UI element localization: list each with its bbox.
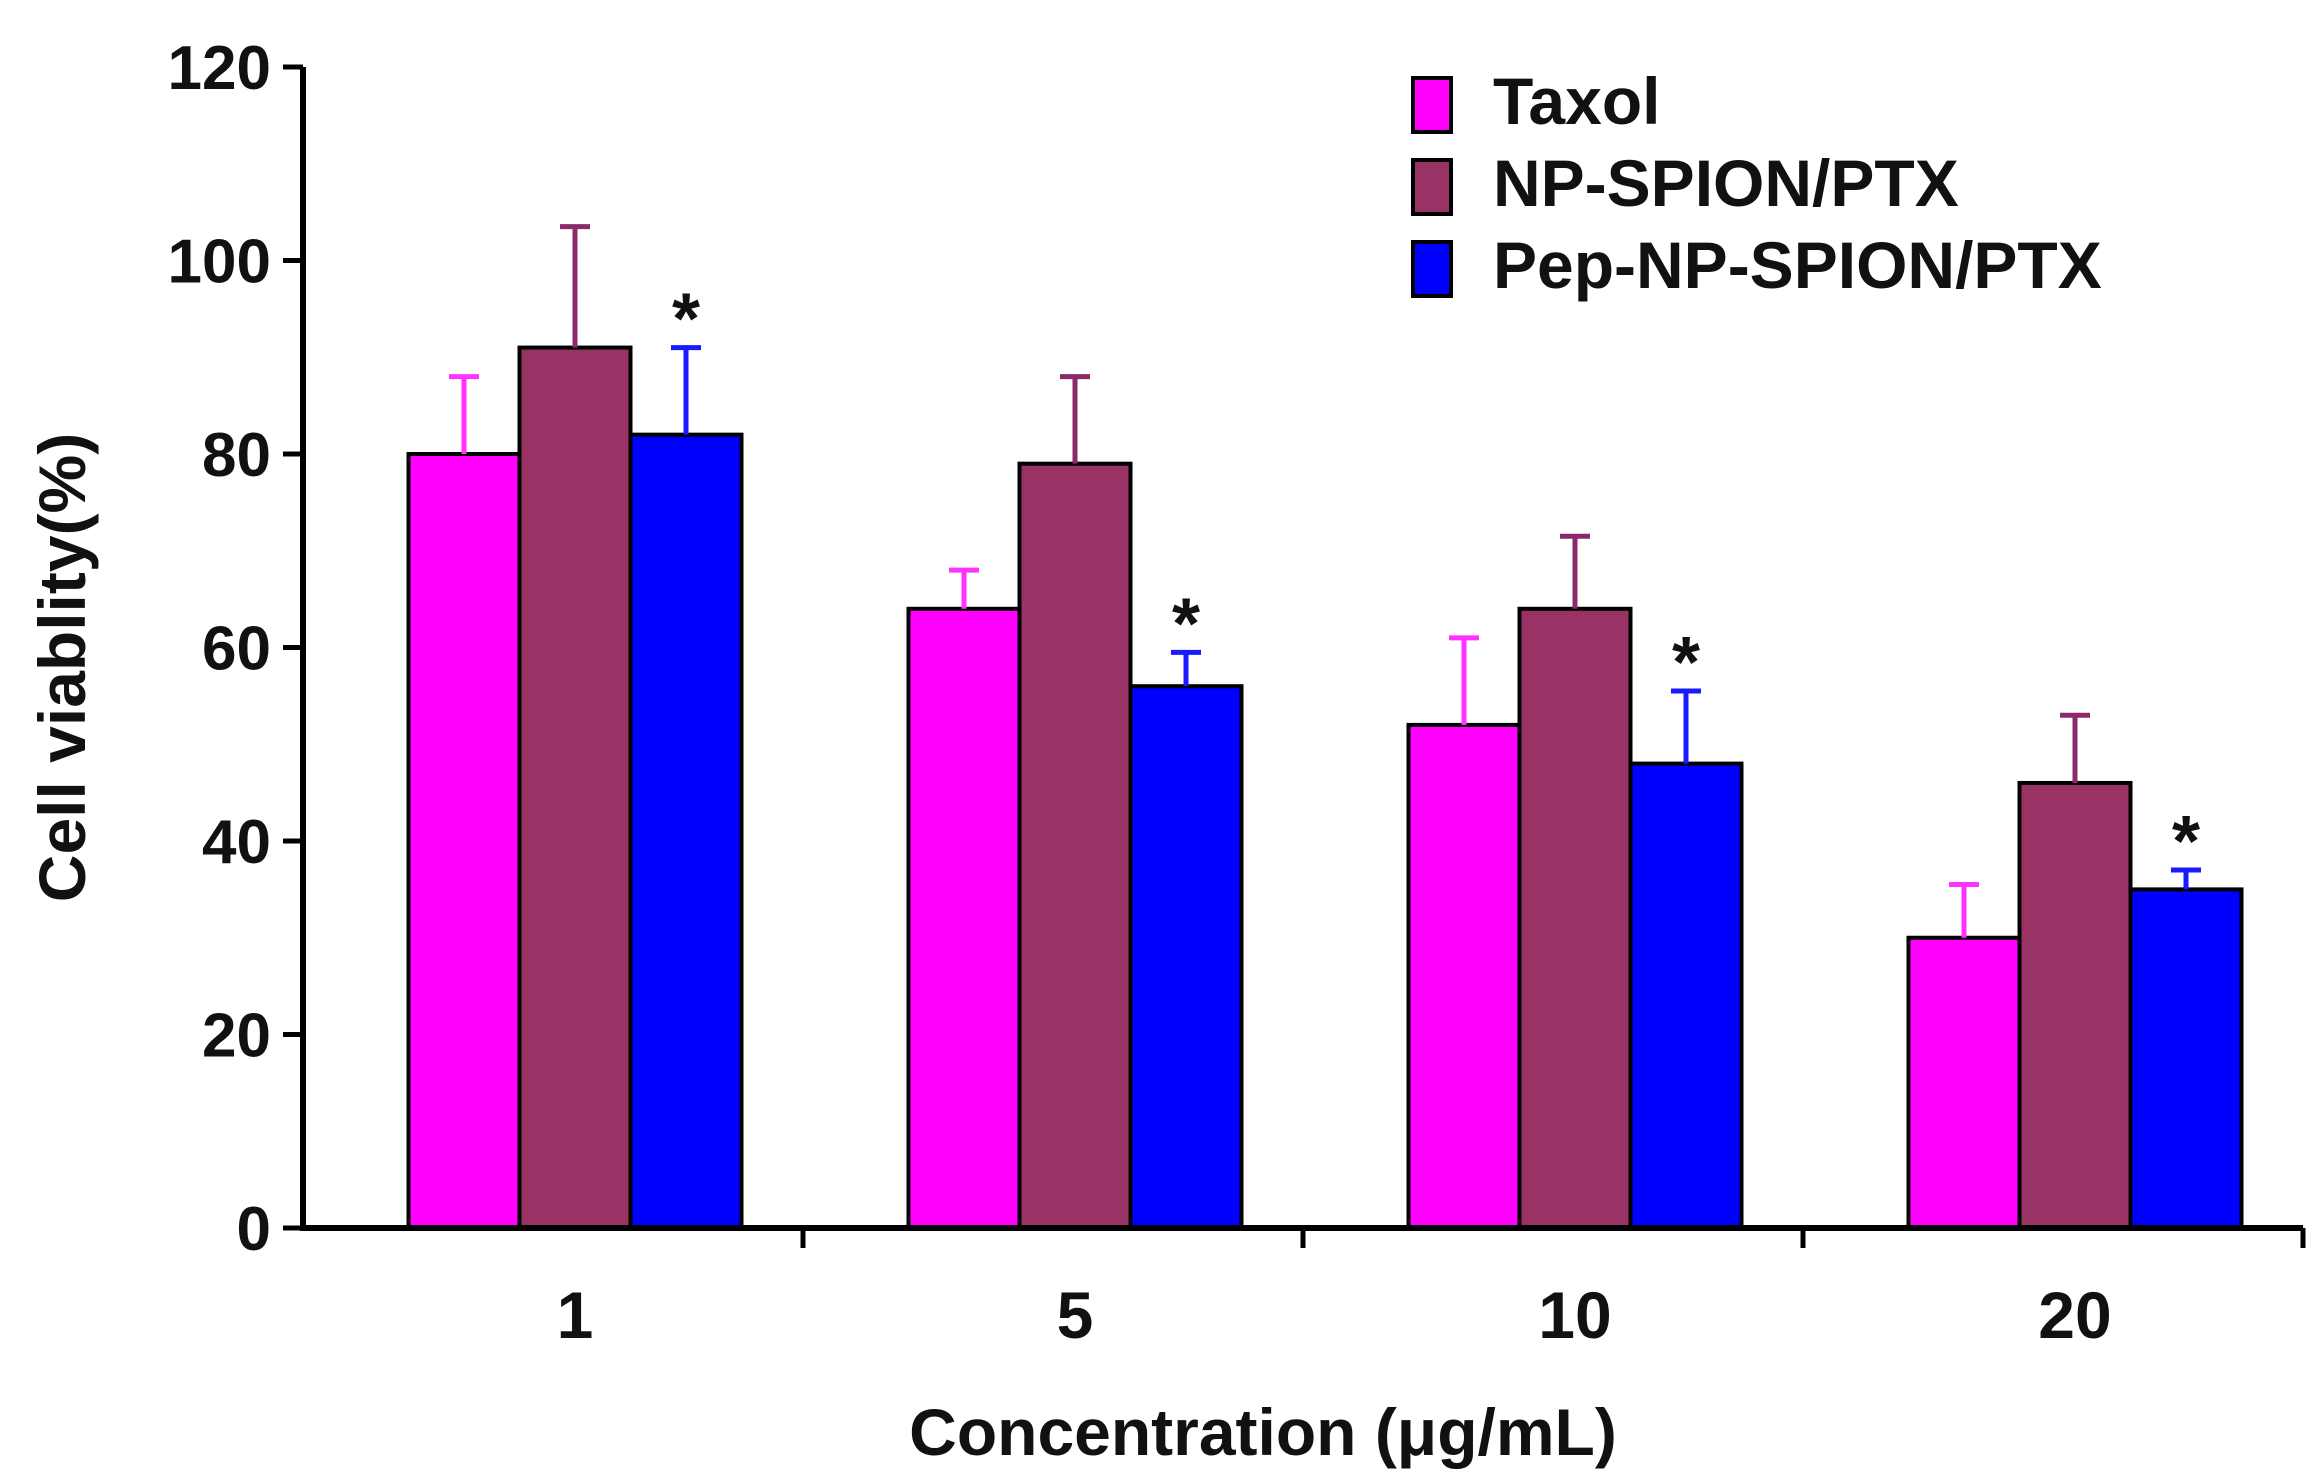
legend-swatch — [1411, 240, 1453, 298]
legend-swatch — [1411, 76, 1453, 134]
bars-layer — [406, 224, 2244, 1231]
x-tick-label: 5 — [1057, 1278, 1094, 1352]
y-tick-label: 20 — [202, 1002, 271, 1071]
x-axis-title: Concentration (μg/mL) — [909, 1395, 1617, 1469]
bar — [2128, 887, 2244, 1230]
ticks-layer: 0 20 40 60 80 100 120 1 5 10 20 — [168, 34, 2306, 1352]
x-tick-label: 20 — [2038, 1278, 2111, 1352]
bar — [1906, 935, 2022, 1230]
y-tick-label: 100 — [168, 228, 271, 297]
legend-label: NP-SPION/PTX — [1493, 146, 1959, 220]
significance-star: * — [1172, 584, 1200, 664]
significance-star: * — [1672, 623, 1700, 703]
x-tick-label: 10 — [1538, 1278, 1611, 1352]
bar — [2017, 780, 2133, 1230]
legend-label: Pep-NP-SPION/PTX — [1493, 228, 2102, 302]
significance-star: * — [2172, 802, 2200, 882]
annotations-layer: * * * * — [672, 280, 2200, 882]
legend: Taxol NP-SPION/PTX Pep-NP-SPION/PTX — [1411, 64, 2102, 302]
bar — [1128, 684, 1244, 1230]
significance-star: * — [672, 280, 700, 360]
bar — [517, 345, 633, 1230]
y-tick-label: 120 — [168, 34, 271, 103]
bar — [406, 452, 522, 1230]
bar — [1406, 722, 1522, 1231]
bar — [1017, 461, 1133, 1230]
y-tick-label: 60 — [202, 615, 271, 684]
x-tick-label: 1 — [557, 1278, 594, 1352]
y-tick-label: 40 — [202, 808, 271, 877]
bar — [1628, 761, 1744, 1230]
bar — [906, 606, 1022, 1230]
y-tick-label: 80 — [202, 421, 271, 490]
bar — [628, 432, 744, 1230]
y-axis-title: Cell viablity(%) — [25, 433, 99, 902]
legend-swatch — [1411, 158, 1453, 216]
legend-label: Taxol — [1493, 64, 1660, 138]
bar — [1517, 606, 1633, 1230]
y-tick-label: 0 — [237, 1195, 271, 1264]
